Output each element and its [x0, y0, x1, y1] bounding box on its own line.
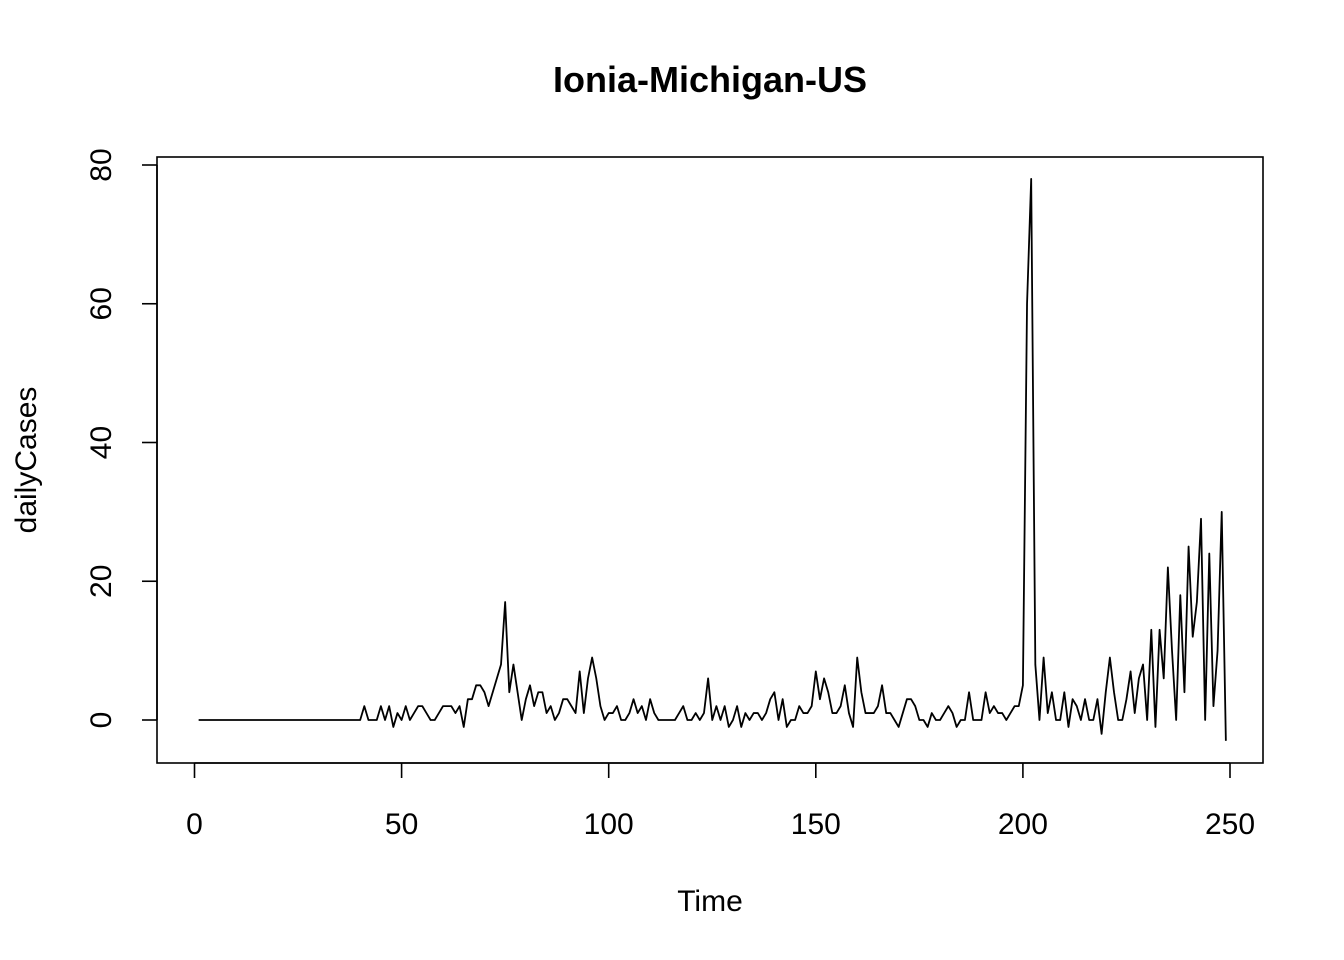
x-tick-label-0: 0: [186, 808, 203, 841]
x-tick-label-150: 150: [791, 808, 841, 841]
x-axis-label: Time: [677, 885, 743, 918]
y-tick-label-20: 20: [85, 565, 118, 598]
plot-area: [198, 177, 1227, 741]
y-tick-label-40: 40: [85, 426, 118, 459]
x-tick-label-250: 250: [1205, 808, 1255, 841]
y-axis: 0 20 40 60 80: [85, 148, 158, 729]
x-tick-label-200: 200: [998, 808, 1048, 841]
y-tick-label-0: 0: [85, 712, 118, 729]
x-tick-label-100: 100: [584, 808, 634, 841]
y-tick-label-80: 80: [85, 148, 118, 181]
series-line: [198, 177, 1227, 741]
y-axis-label: dailyCases: [10, 387, 43, 534]
x-axis: 0 50 100 150 200 250: [186, 762, 1255, 841]
y-tick-label-60: 60: [85, 287, 118, 320]
plot-frame: [156, 156, 1264, 764]
x-tick-label-50: 50: [385, 808, 418, 841]
chart-title: Ionia-Michigan-US: [553, 59, 867, 100]
